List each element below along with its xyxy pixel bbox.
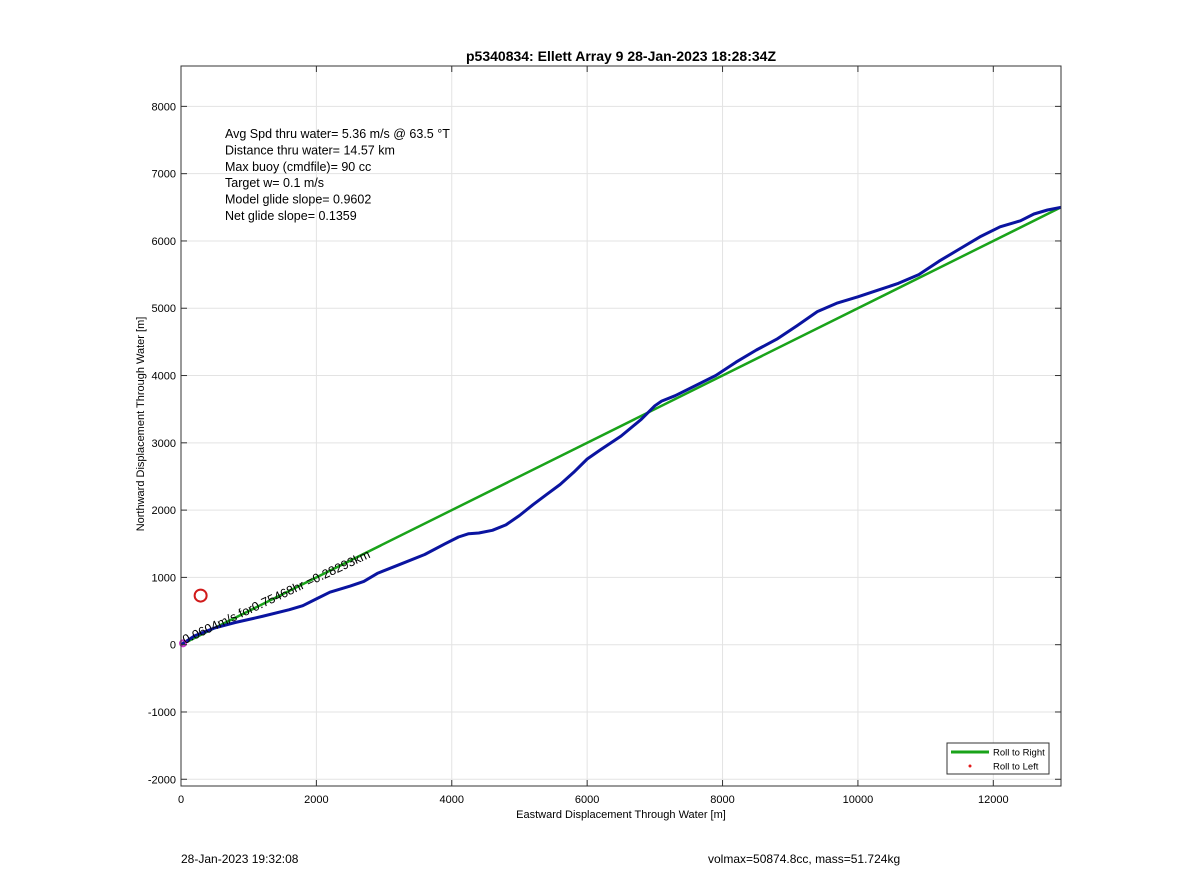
y-tick-label: 2000: [152, 505, 176, 517]
x-tick-label: 0: [178, 794, 184, 806]
x-tick-label: 12000: [978, 794, 1009, 806]
y-tick-label: -1000: [148, 707, 176, 719]
x-tick-label: 10000: [843, 794, 874, 806]
chart-title: p5340834: Ellett Array 9 28-Jan-2023 18:…: [466, 48, 776, 64]
y-tick-label: -2000: [148, 774, 176, 786]
legend-swatch-dot: [968, 764, 972, 768]
x-tick-label: 8000: [710, 794, 734, 806]
axes-box: [180, 65, 1062, 787]
y-tick-label: 1000: [152, 572, 176, 584]
y-tick-label: 5000: [152, 303, 176, 315]
footer-timestamp: 28-Jan-2023 19:32:08: [181, 852, 299, 866]
x-tick-label: 6000: [575, 794, 599, 806]
y-axis-label: Northward Displacement Through Water [m]: [135, 317, 147, 532]
y-tick-label: 3000: [152, 438, 176, 450]
info-line: Max buoy (cmdfile)= 90 cc: [225, 160, 371, 174]
info-box: Avg Spd thru water= 5.36 m/s @ 63.5 °T Di…: [225, 127, 450, 223]
info-line: Distance thru water= 14.57 km: [225, 143, 395, 157]
y-tick-label: 7000: [152, 169, 176, 181]
end-marker-circle: [193, 588, 208, 603]
current-annotation: 0.0604m/s for0.75468hr =0.28293km: [180, 547, 372, 646]
x-tick-label: 2000: [304, 794, 328, 806]
info-line: Target w= 0.1 m/s: [225, 176, 324, 190]
x-tick-label: 4000: [440, 794, 464, 806]
legend-box: [946, 742, 1050, 775]
y-tick-label: 6000: [152, 236, 176, 248]
series-layer: [179, 205, 1062, 648]
legend-label: Roll to Left: [993, 762, 1039, 773]
gridlines: [180, 66, 1061, 786]
legend: Roll to Right Roll to Left: [946, 742, 1050, 775]
legend-label: Roll to Right: [993, 748, 1045, 759]
y-tick-label: 0: [170, 640, 176, 652]
series-line-2: [180, 205, 1062, 646]
footer-volume-mass: volmax=50874.8cc, mass=51.724kg: [708, 852, 901, 866]
y-tick-label: 8000: [152, 101, 176, 113]
info-line: Avg Spd thru water= 5.36 m/s @ 63.5 °T: [225, 127, 450, 141]
y-tick-label: 4000: [152, 371, 176, 383]
x-axis-label: Eastward Displacement Through Water [m]: [516, 809, 726, 821]
info-line: Net glide slope= 0.1359: [225, 209, 357, 223]
start-marker-circle: [179, 639, 188, 648]
axes-layer: 0 2000 4000 6000 8000 10000 12000 -2000 -1000 0 10…: [148, 65, 1062, 806]
info-line: Model glide slope= 0.9602: [225, 193, 371, 207]
series-line-1: [180, 206, 1062, 646]
